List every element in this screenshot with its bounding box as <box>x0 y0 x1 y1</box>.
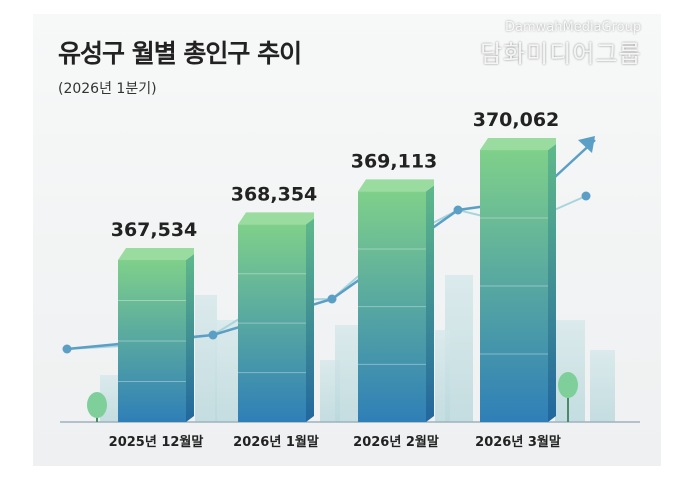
city-skyline-decoration <box>60 275 640 423</box>
data-label: 368,354 <box>231 183 318 205</box>
trend-point <box>581 191 591 201</box>
category-label: 2025년 12월말 <box>109 434 204 450</box>
bars-group: 367,534 2025년 12월말 368,354 2026년 1월말 369,113… <box>109 109 561 450</box>
data-label: 369,113 <box>351 150 438 172</box>
data-label: 370,062 <box>473 109 560 131</box>
watermark-korean: 담화미디어그룹 <box>480 40 642 68</box>
building <box>435 330 450 422</box>
bar-top <box>358 179 434 192</box>
building <box>555 320 585 422</box>
bar-top <box>238 212 314 225</box>
chart-subtitle: (2026년 1분기) <box>58 81 157 97</box>
trend-point <box>327 294 337 304</box>
tree-icon <box>87 392 107 418</box>
bar <box>480 150 548 422</box>
building <box>590 350 615 422</box>
bar-side <box>186 254 194 422</box>
building <box>335 325 360 422</box>
tree-icon <box>558 372 578 398</box>
building <box>215 320 240 422</box>
category-label: 2026년 3월말 <box>475 434 561 450</box>
bar <box>358 191 426 422</box>
building <box>195 295 217 422</box>
bar-side <box>306 218 314 422</box>
category-label: 2026년 2월말 <box>353 434 439 450</box>
trend-point <box>62 344 72 354</box>
trend-point <box>453 205 463 215</box>
bar <box>118 260 186 422</box>
bar-top <box>480 138 556 151</box>
bar-top <box>118 248 194 261</box>
trend-point <box>208 330 218 340</box>
chart-title: 유성구 월별 총인구 추이 <box>58 39 302 68</box>
trend-arrow-icon <box>578 136 595 153</box>
data-label: 367,534 <box>111 219 198 241</box>
bar-side <box>426 185 434 422</box>
bar <box>238 224 306 422</box>
watermark-latin: DamwahMediaGroup <box>505 20 642 35</box>
bar-side <box>548 144 556 422</box>
category-label: 2026년 1월말 <box>233 434 319 450</box>
